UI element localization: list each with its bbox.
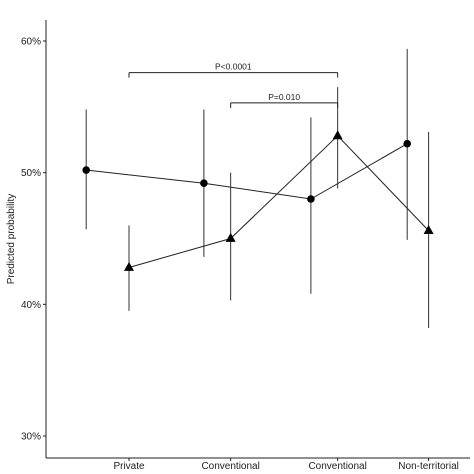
point-triangle [332,130,343,140]
y-tick-label: 40% [21,300,41,311]
point-triangle [225,232,236,242]
point-triangle [124,261,134,271]
point-triangle [423,225,434,235]
x-tick-label: Private [113,461,145,472]
x-tick-label: Conventional [201,461,259,472]
point-circle [200,179,208,187]
significance-bracket: P<0.0001 [128,62,339,78]
series-line-triangle [128,135,429,268]
series-line-circle [86,143,408,200]
y-axis-title: Predicted probability [6,194,17,285]
point-circle [307,195,315,203]
p-value-label: P<0.0001 [215,62,252,72]
significance-bracket: P=0.010 [230,92,339,108]
x-tick-label: Conventional [308,461,366,472]
y-tick-label: 50% [21,168,41,179]
point-circle [403,139,412,148]
y-tick-label: 30% [21,432,41,443]
x-tick-label: Non-territorial [398,461,459,472]
point-circle [82,166,90,174]
y-tick-label: 60% [21,37,41,48]
p-value-label: P=0.010 [268,92,300,102]
